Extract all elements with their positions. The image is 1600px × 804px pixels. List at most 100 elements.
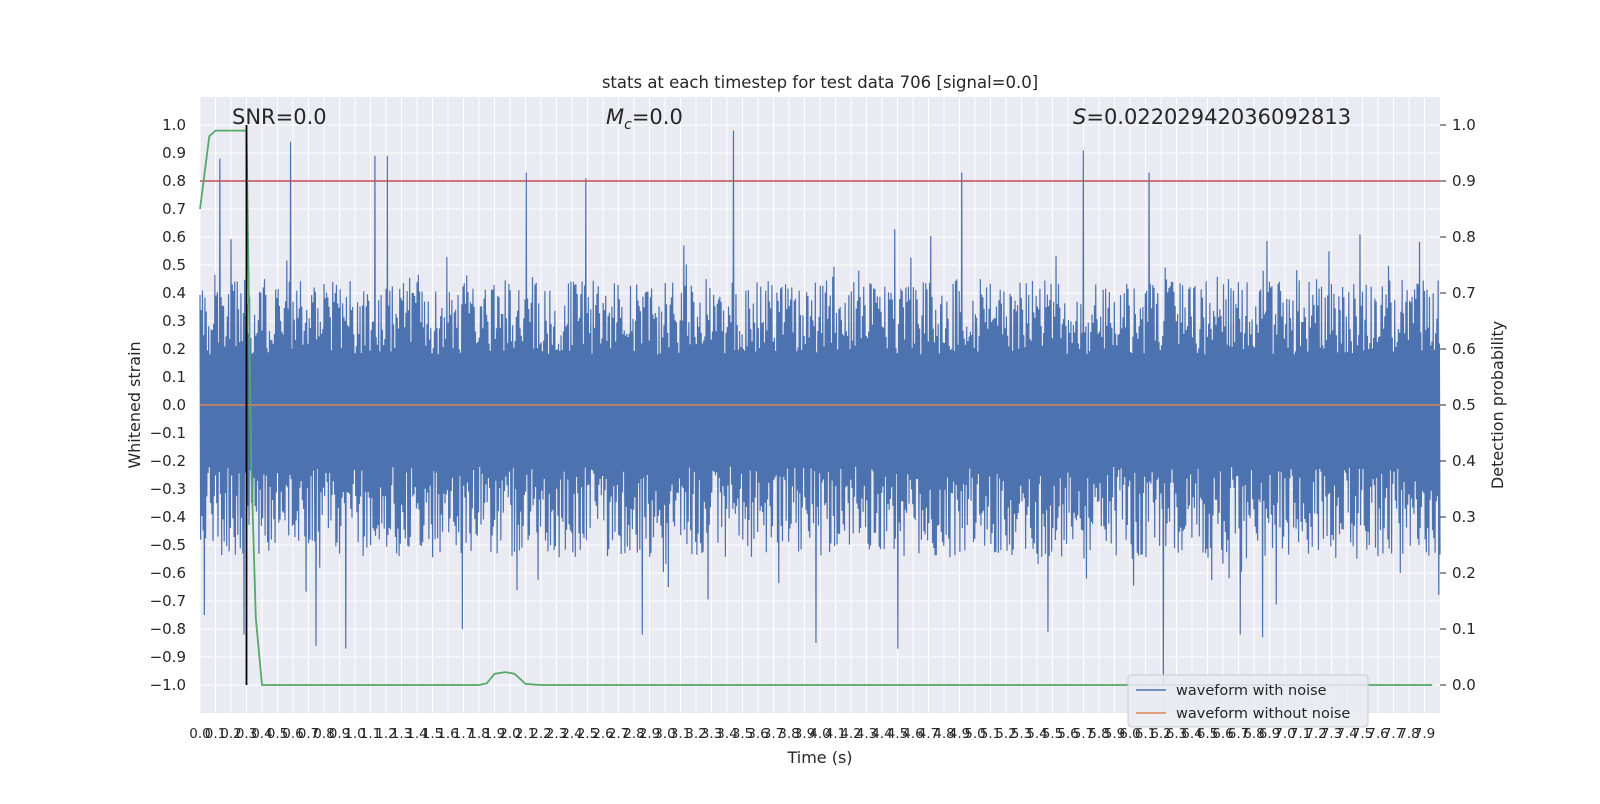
x-tick-label-74: 7.4 (1336, 726, 1357, 742)
x-tick-label-7: 0.7 (298, 726, 319, 742)
mc-symbol: M (606, 105, 624, 129)
mc-value: =0.0 (632, 105, 683, 129)
x-tick-label-42: 4.2 (840, 726, 861, 742)
x-tick-label-57: 5.7 (1073, 726, 1094, 742)
chart-title: stats at each timestep for test data 706… (602, 73, 1038, 92)
y2-tick-label-3: 0.3 (1452, 508, 1476, 526)
snr-annotation: SNR=0.0 (232, 105, 327, 129)
x-tick-label-78: 7.8 (1398, 726, 1419, 742)
x-axis-ticks: 0.00.10.20.30.40.50.60.70.80.91.01.11.21… (189, 726, 1435, 742)
x-tick-label-38: 3.8 (778, 726, 799, 742)
x-tick-label-39: 3.9 (794, 726, 815, 742)
x-tick-label-60: 6.0 (1119, 726, 1140, 742)
y2-tick-label-1: 0.1 (1452, 620, 1476, 638)
y-tick-label-3: −0.7 (150, 592, 186, 610)
x-tick-label-34: 3.4 (716, 726, 737, 742)
x-tick-label-31: 3.1 (670, 726, 691, 742)
y-axis-label: Whitened strain (125, 341, 144, 468)
series-waveform-with-noise (199, 130, 1441, 686)
x-tick-label-65: 6.5 (1197, 726, 1218, 742)
y-tick-label-14: 0.4 (162, 284, 186, 302)
x-tick-label-54: 5.4 (1026, 726, 1047, 742)
x-tick-label-25: 2.5 (577, 726, 598, 742)
x-tick-label-49: 4.9 (949, 726, 970, 742)
x-tick-label-4: 0.4 (251, 726, 272, 742)
x-tick-label-45: 4.5 (887, 726, 908, 742)
x-tick-label-29: 2.9 (639, 726, 660, 742)
x-tick-label-64: 6.4 (1181, 726, 1202, 742)
x-tick-label-14: 1.4 (406, 726, 427, 742)
x-tick-label-36: 3.6 (747, 726, 768, 742)
y-tick-label-5: −0.5 (150, 536, 186, 554)
x-tick-label-47: 4.7 (918, 726, 939, 742)
y-tick-label-10: 0.0 (162, 396, 186, 414)
x-tick-label-51: 5.1 (980, 726, 1001, 742)
x-tick-label-30: 3.0 (654, 726, 675, 742)
y-axis-ticks: −1.0 −0.9 −0.8 −0.7 −0.6 −0.5 −0.4 −0.3 −0.2 −0.1… (150, 116, 186, 694)
x-tick-label-73: 7.3 (1321, 726, 1342, 742)
x-tick-label-23: 2.3 (546, 726, 567, 742)
x-tick-label-63: 6.3 (1166, 726, 1187, 742)
s-annotation: S=0.02202942036092813 (1073, 105, 1351, 129)
y-tick-label-16: 0.6 (162, 228, 186, 246)
x-tick-label-28: 2.8 (623, 726, 644, 742)
x-tick-label-48: 4.8 (933, 726, 954, 742)
x-tick-label-76: 7.6 (1367, 726, 1388, 742)
y-tick-label-9: −0.1 (150, 424, 186, 442)
y2-tick-label-4: 0.4 (1452, 452, 1476, 470)
y2-axis-label: Detection probability (1488, 321, 1507, 489)
x-tick-label-44: 4.4 (871, 726, 892, 742)
y2-tick-label-7: 0.7 (1452, 284, 1476, 302)
x-tick-label-62: 6.2 (1150, 726, 1171, 742)
x-tick-label-3: 0.3 (236, 726, 257, 742)
y-tick-label-12: 0.2 (162, 340, 186, 358)
series-detection-probability (199, 129, 1433, 686)
s-symbol: S (1073, 105, 1086, 129)
y-tick-label-19: 0.9 (162, 144, 186, 162)
y2-tick-label-2: 0.2 (1452, 564, 1476, 582)
y-tick-label-11: 0.1 (162, 368, 186, 386)
x-tick-label-56: 5.6 (1057, 726, 1078, 742)
legend-box (1127, 674, 1369, 728)
x-tick-label-75: 7.5 (1352, 726, 1373, 742)
y-tick-label-17: 0.7 (162, 200, 186, 218)
x-tick-label-20: 2.0 (499, 726, 520, 742)
x-tick-label-72: 7.2 (1305, 726, 1326, 742)
data-layer (199, 125, 1441, 686)
y-tick-label-4: −0.6 (150, 564, 186, 582)
y2-tick-label-6: 0.6 (1452, 340, 1476, 358)
x-tick-label-12: 1.2 (375, 726, 396, 742)
y2-tick-label-5: 0.5 (1452, 396, 1476, 414)
x-tick-label-2: 0.2 (220, 726, 241, 742)
x-tick-label-22: 2.2 (530, 726, 551, 742)
x-tick-label-68: 6.8 (1243, 726, 1264, 742)
x-tick-label-0: 0.0 (189, 726, 210, 742)
x-tick-label-18: 1.8 (468, 726, 489, 742)
s-value: =0.02202942036092813 (1086, 105, 1351, 129)
x-tick-label-8: 0.8 (313, 726, 334, 742)
x-tick-label-32: 3.2 (685, 726, 706, 742)
x-tick-label-79: 7.9 (1414, 726, 1435, 742)
x-tick-label-77: 7.7 (1383, 726, 1404, 742)
x-tick-label-27: 2.7 (608, 726, 629, 742)
x-tick-label-9: 0.9 (329, 726, 350, 742)
x-tick-label-52: 5.2 (995, 726, 1016, 742)
x-tick-label-46: 4.6 (902, 726, 923, 742)
y-tick-label-15: 0.5 (162, 256, 186, 274)
x-tick-label-58: 5.8 (1088, 726, 1109, 742)
y-tick-label-13: 0.3 (162, 312, 186, 330)
mc-subscript: c (624, 117, 632, 133)
y-tick-label-8: −0.2 (150, 452, 186, 470)
y-tick-label-2: −0.8 (150, 620, 186, 638)
legend-label-waveform-with-noise: waveform with noise (1176, 683, 1327, 699)
y-tick-label-7: −0.3 (150, 480, 186, 498)
y-tick-label-18: 0.8 (162, 172, 186, 190)
x-tick-label-53: 5.3 (1011, 726, 1032, 742)
y-tick-label-1: −0.9 (150, 648, 186, 666)
x-tick-label-26: 2.6 (592, 726, 613, 742)
y-tick-label-0: −1.0 (150, 676, 186, 694)
x-tick-label-33: 3.3 (701, 726, 722, 742)
x-tick-label-11: 1.1 (360, 726, 381, 742)
